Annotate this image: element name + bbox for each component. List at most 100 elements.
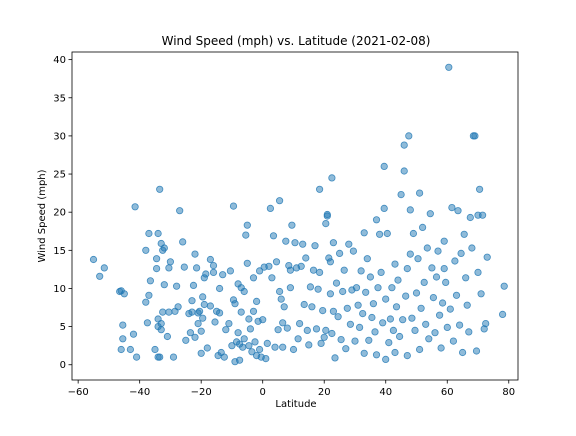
data-point: [268, 274, 276, 282]
data-point: [225, 319, 233, 328]
data-point: [237, 308, 245, 316]
data-point: [391, 260, 399, 268]
data-point: [372, 351, 381, 359]
data-point: [354, 301, 362, 309]
data-point: [414, 255, 422, 263]
y-axis-label: Wind Speed (mph): [37, 169, 48, 262]
y-tick-label: 25: [53, 170, 66, 181]
data-point: [345, 240, 353, 248]
data-point: [272, 258, 281, 266]
data-point: [197, 349, 205, 357]
data-point: [440, 264, 448, 273]
data-point: [368, 313, 376, 322]
data-point: [129, 330, 138, 338]
data-point: [400, 141, 408, 149]
data-point: [220, 353, 228, 361]
data-point: [391, 348, 399, 357]
data-point: [415, 345, 424, 354]
data-point: [222, 326, 230, 334]
data-point: [165, 264, 173, 272]
data-point: [240, 287, 248, 296]
data-point: [402, 292, 410, 300]
data-point: [332, 279, 341, 287]
data-point: [380, 162, 388, 170]
data-point: [211, 318, 219, 326]
data-point: [417, 304, 425, 312]
data-point: [299, 240, 307, 248]
data-point: [275, 287, 284, 296]
data-point: [306, 283, 314, 291]
data-point: [379, 319, 387, 327]
data-point: [206, 302, 214, 310]
data-point: [245, 315, 253, 323]
data-point: [176, 207, 184, 215]
data-point: [131, 203, 139, 211]
data-point: [314, 285, 322, 293]
data-point: [119, 321, 127, 329]
data-point: [280, 303, 288, 311]
data-point: [315, 185, 324, 193]
data-point: [362, 288, 370, 296]
data-point: [432, 273, 441, 281]
data-point: [463, 301, 471, 309]
data-point: [359, 309, 367, 318]
data-point: [397, 191, 405, 199]
data-point: [471, 132, 479, 140]
data-point: [308, 303, 316, 311]
data-point: [311, 242, 319, 250]
data-point: [169, 353, 178, 361]
data-point: [160, 281, 168, 289]
data-point: [482, 319, 490, 328]
data-point: [409, 229, 417, 238]
data-point: [415, 189, 424, 197]
data-point: [157, 319, 165, 328]
data-point: [343, 304, 351, 312]
data-point: [440, 237, 448, 245]
data-point: [328, 174, 336, 182]
data-point: [209, 261, 218, 270]
data-point: [243, 259, 251, 267]
data-point: [428, 264, 436, 272]
data-point: [179, 238, 187, 246]
data-point: [309, 266, 318, 274]
data-point: [145, 229, 153, 238]
data-point: [202, 270, 210, 278]
data-point: [386, 315, 394, 323]
data-point: [472, 347, 481, 355]
data-point: [406, 250, 414, 258]
data-point: [96, 272, 104, 280]
data-point: [229, 202, 238, 210]
x-tick-label: −40: [129, 387, 150, 398]
data-point: [265, 262, 273, 270]
data-point: [322, 326, 330, 334]
data-point: [197, 327, 205, 335]
data-point: [448, 204, 456, 212]
data-point: [468, 244, 476, 252]
data-point: [312, 325, 321, 333]
data-point: [305, 341, 313, 349]
data-point: [236, 356, 244, 364]
data-point: [206, 255, 214, 264]
data-point: [317, 339, 325, 347]
data-point: [498, 310, 507, 318]
data-point: [226, 267, 234, 275]
data-point: [389, 326, 397, 334]
data-point: [403, 351, 411, 360]
data-point: [394, 276, 402, 284]
data-point: [405, 132, 413, 140]
data-point: [342, 345, 350, 353]
data-point: [100, 264, 108, 272]
data-point: [452, 291, 461, 299]
data-point: [475, 185, 484, 193]
data-point: [274, 326, 282, 334]
data-point: [146, 277, 154, 285]
data-point: [243, 221, 251, 229]
x-tick-label: −20: [191, 387, 212, 398]
data-point: [251, 338, 259, 346]
data-point: [266, 204, 274, 212]
x-tick-label: −60: [68, 387, 89, 398]
data-point: [156, 353, 164, 361]
x-axis-label: Latitude: [275, 399, 316, 410]
